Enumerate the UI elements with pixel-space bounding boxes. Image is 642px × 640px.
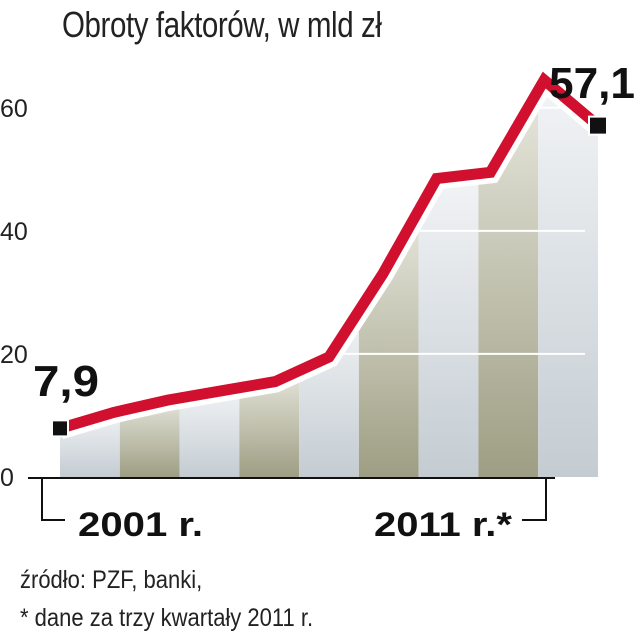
- y-tick-labels: 0 20 40 60: [0, 95, 28, 492]
- y-tick-label-60: 60: [0, 95, 28, 123]
- area-band-9: [538, 81, 598, 478]
- annotations: 7,9 57,1: [33, 59, 635, 406]
- marker-2001: [53, 421, 67, 436]
- area-band-6: [358, 210, 419, 478]
- area-band-3: [179, 387, 240, 477]
- axis: 2001 r. 2011 r.*: [28, 477, 555, 544]
- area-band-7: [418, 173, 479, 478]
- marker-2011: [590, 117, 606, 134]
- area-band-8: [478, 90, 539, 478]
- markers: [51, 115, 608, 438]
- area-band-4: [239, 370, 300, 477]
- chart-title: Obroty faktorów, w mld zł: [62, 4, 382, 45]
- y-tick-label-0: 0: [0, 464, 14, 492]
- x-bracket-right: [522, 478, 547, 521]
- y-tick-label-20: 20: [0, 341, 28, 369]
- y-tick-label-40: 40: [0, 218, 28, 246]
- x-label-end: 2011 r.*: [374, 506, 513, 544]
- x-bracket-left: [41, 478, 65, 521]
- footnote: * dane za trzy kwartały 2011 r.: [20, 604, 314, 632]
- value-label-first: 7,9: [33, 357, 99, 406]
- x-label-start: 2001 r.: [78, 506, 203, 544]
- series-line: [58, 71, 602, 434]
- value-label-last: 57,1: [549, 59, 635, 108]
- factoring-area-chart: 2001 r. 2011 r.* 0 20 40 60 7,9 57,1: [0, 59, 635, 544]
- source-note: źródło: PZF, banki,: [20, 566, 203, 594]
- series-line-group: [56, 63, 606, 439]
